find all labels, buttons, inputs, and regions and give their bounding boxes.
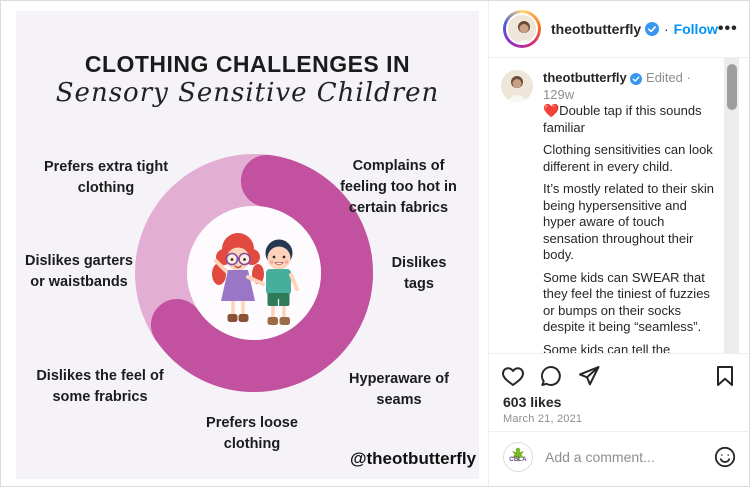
viewer-avatar-label: CELA bbox=[509, 457, 527, 463]
ring-label-loose-clothing: Prefers loose clothing bbox=[206, 415, 298, 453]
emoji-icon[interactable] bbox=[713, 445, 737, 469]
caption-intro-line: ❤️Double tap if this sounds familiar bbox=[543, 103, 702, 135]
caption-paragraph: Clothing sensitivities can look differen… bbox=[543, 142, 713, 174]
add-comment-row: CELA Add a comment... bbox=[489, 431, 749, 482]
caption-text: theotbutterfly Edited · 129w ❤️Double ta… bbox=[543, 70, 721, 354]
follow-button[interactable]: Follow bbox=[673, 21, 718, 37]
author-avatar[interactable] bbox=[503, 10, 541, 48]
save-icon[interactable] bbox=[713, 364, 737, 388]
post-header: theotbutterfly · Follow ••• bbox=[489, 1, 749, 58]
caption-paragraph: Some kids can tell the difference betwee… bbox=[543, 341, 671, 354]
comment-icon[interactable] bbox=[539, 364, 563, 388]
ring-label-fabric-feel: Dislikes the feel of some frabrics bbox=[36, 368, 164, 406]
ring-label-seams: Hyperaware of seams bbox=[349, 371, 449, 409]
avatar-photo bbox=[508, 15, 536, 43]
comment-input[interactable]: Add a comment... bbox=[545, 449, 655, 465]
viewer-avatar-logo bbox=[512, 447, 524, 462]
verified-badge-icon bbox=[645, 22, 660, 36]
scrollbar-track[interactable] bbox=[724, 58, 739, 353]
more-options-button[interactable]: ••• bbox=[717, 20, 738, 37]
infographic-title-line1: CLOTHING CHALLENGES IN bbox=[84, 51, 411, 77]
caption-timestamp: 129w bbox=[543, 86, 575, 102]
post-image: CLOTHING CHALLENGES IN Sensory Sensitive… bbox=[16, 11, 479, 479]
children-illustration bbox=[212, 233, 299, 325]
caption-paragraph: It’s mostly related to their skin being … bbox=[543, 181, 714, 262]
ring-label-tags: Dislikes tags bbox=[391, 255, 447, 293]
like-icon[interactable] bbox=[501, 364, 525, 388]
caption-paragraph: Some kids can SWEAR that they feel the t… bbox=[543, 269, 710, 335]
likes-count[interactable]: 603 likes bbox=[503, 394, 562, 410]
post-date: March 21, 2021 bbox=[503, 413, 583, 425]
caption-avatar[interactable] bbox=[501, 70, 533, 102]
action-bar bbox=[489, 354, 749, 392]
header-username[interactable]: theotbutterfly bbox=[551, 21, 642, 37]
donut-ring-dark-segment bbox=[150, 154, 373, 392]
header-separator: · bbox=[664, 21, 669, 37]
caption-username[interactable]: theotbutterfly bbox=[543, 70, 627, 85]
caption-edited-label: Edited bbox=[646, 70, 683, 85]
infographic-title: CLOTHING CHALLENGES IN Sensory Sensitive… bbox=[16, 51, 479, 108]
viewer-avatar[interactable]: CELA bbox=[503, 442, 533, 472]
post-detail-panel: theotbutterfly · Follow ••• bbox=[488, 1, 749, 486]
donut-ring-graphic bbox=[135, 154, 373, 392]
caption-verified-badge-icon bbox=[630, 72, 643, 85]
caption-separator: · bbox=[686, 70, 691, 85]
watermark-handle: @theotbutterfly bbox=[349, 449, 477, 468]
ring-label-garters: Dislikes garters or waistbands bbox=[24, 253, 133, 291]
scrollbar-thumb[interactable] bbox=[726, 64, 737, 110]
share-icon[interactable] bbox=[577, 364, 601, 388]
infographic-title-line2: Sensory Sensitive Children bbox=[55, 78, 440, 108]
ring-label-tight-clothing: Prefers extra tight clothing bbox=[43, 159, 169, 197]
caption-avatar-photo bbox=[501, 70, 533, 102]
caption-scroll-area[interactable]: theotbutterfly Edited · 129w ❤️Double ta… bbox=[489, 58, 749, 354]
ring-label-too-hot: Complains of feeling too hot in certain … bbox=[340, 158, 457, 217]
